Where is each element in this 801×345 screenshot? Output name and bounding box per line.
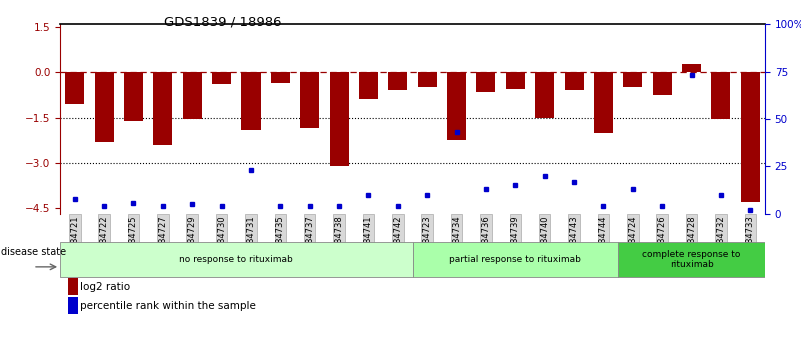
Bar <box>388 72 408 90</box>
Bar <box>535 72 554 118</box>
Bar <box>682 64 701 72</box>
Text: percentile rank within the sample: percentile rank within the sample <box>80 301 256 310</box>
Bar <box>565 72 584 90</box>
Bar <box>741 72 760 202</box>
Bar <box>711 72 731 119</box>
Bar <box>241 72 260 130</box>
Bar <box>505 72 525 89</box>
Bar <box>183 72 202 119</box>
Bar <box>271 72 290 83</box>
Bar <box>653 72 672 95</box>
Bar <box>618 242 765 277</box>
Text: disease state: disease state <box>1 247 66 257</box>
Bar <box>124 72 143 120</box>
Bar <box>65 72 84 104</box>
Bar <box>623 72 642 87</box>
Bar <box>447 72 466 140</box>
Bar <box>329 72 348 166</box>
Text: no response to rituximab: no response to rituximab <box>179 255 293 264</box>
Bar <box>413 242 618 277</box>
Bar <box>477 72 496 92</box>
Text: log2 ratio: log2 ratio <box>80 282 131 292</box>
Bar <box>95 72 114 141</box>
Bar <box>300 72 320 128</box>
Text: GDS1839 / 18986: GDS1839 / 18986 <box>164 16 282 29</box>
Text: complete response to
rituximab: complete response to rituximab <box>642 250 741 269</box>
Bar <box>60 242 413 277</box>
Bar <box>417 72 437 87</box>
Bar <box>359 72 378 99</box>
Bar <box>153 72 172 145</box>
Bar <box>594 72 613 132</box>
Text: partial response to rituximab: partial response to rituximab <box>449 255 582 264</box>
Bar <box>212 72 231 85</box>
